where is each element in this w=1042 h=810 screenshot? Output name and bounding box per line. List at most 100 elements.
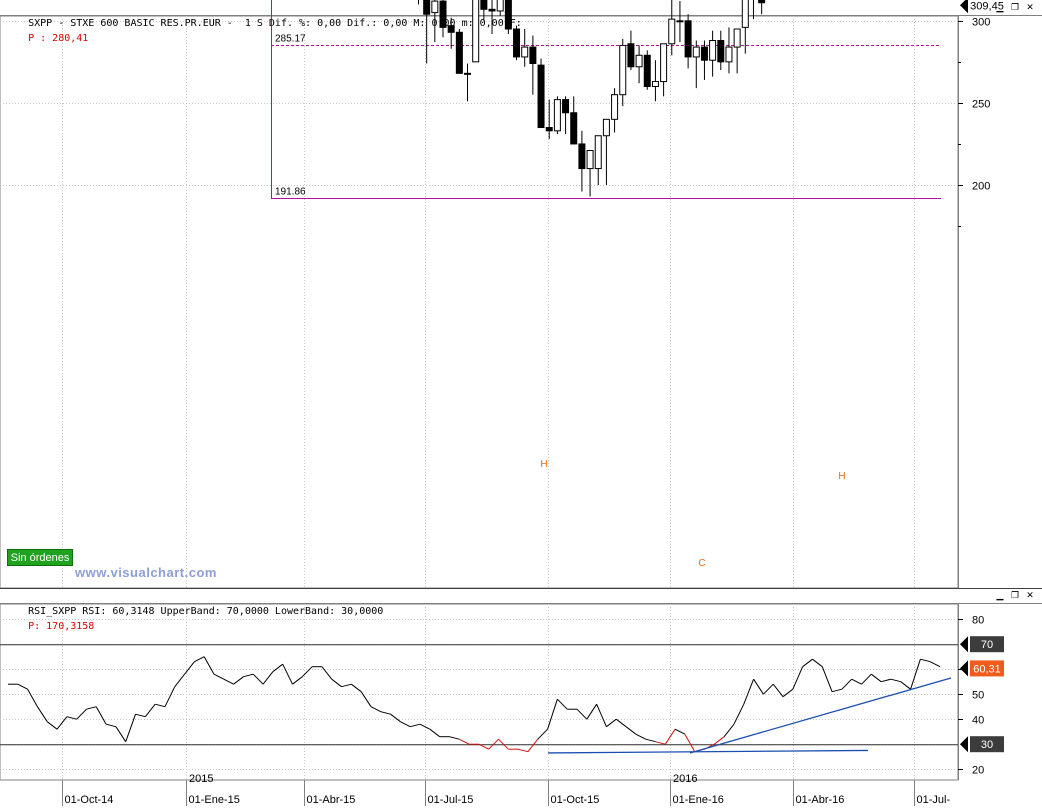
rsi-header-text: RSI_SXPP RSI: 60,3148 UpperBand: 70,0000… [28,606,384,617]
candle-body [553,99,561,132]
fib-level-label: 191.86 [275,187,306,198]
candle-body [684,20,692,58]
y-tick-label: 300 [972,17,990,29]
rsi-trend-line-rising [689,677,952,754]
pattern-label: H [540,459,547,470]
y-tick-label: 200 [972,181,990,193]
rsi-segment [910,659,921,690]
price-header: SXPP - STXE 600 BASIC RES.PR.EUR - 1 S D… [4,1,522,44]
candle-body [578,143,586,170]
rsi-segment [174,673,185,688]
rsi-segment [341,683,352,688]
rsi-segment [223,678,234,685]
rsi-current-tag-box [970,660,1004,677]
rsi-segment [282,663,293,685]
rsi-segment [772,683,784,698]
rsi-segment [841,678,853,690]
header-price-label: P : 280,41 [28,33,89,44]
rsi-segment [37,706,48,722]
candle-body [423,0,431,15]
rsi-segment [105,723,117,728]
candle-body [758,0,766,4]
rsi-segment [76,708,87,720]
candle-body [668,18,676,45]
rsi-segment [321,666,333,680]
rsi-segment [723,723,735,738]
restore-icon[interactable]: ❐ [1010,3,1020,13]
candle-body [627,43,635,68]
rsi-current-tag-text: 60,31 [973,663,1001,675]
candle-body [439,0,447,28]
x-tick-label: 01-Abr-15 [307,794,356,806]
rsi-segment [272,663,283,673]
candle-body [643,54,651,87]
rsi-segment [498,738,509,750]
rsi-segment [488,738,499,750]
rsi-segment [645,738,656,743]
candle-body [472,0,480,63]
rsi-segment [606,718,617,728]
rsi-upper-tag-box [970,636,1004,653]
rsi-segment [419,723,431,730]
candle-body [447,25,455,33]
candle-body [545,127,553,132]
rsi-segment [871,673,882,683]
rsi-segment [518,748,529,753]
rsi-segment [380,711,391,715]
rsi-segment [459,738,470,745]
fib-level-label: 285.17 [275,34,306,45]
candle-body [537,64,545,129]
candle-body [635,54,643,68]
rsi-y-tick-label: 80 [972,615,984,627]
rsi-segment [684,733,696,752]
rsi-segment [429,728,440,738]
y-tick-label: 250 [972,99,990,111]
rsi-segment [881,678,892,683]
rsi-segment [370,706,382,713]
candle-body [660,43,668,83]
rsi-segment [17,683,28,690]
rsi-segment [557,698,568,710]
rsi-minimize-icon[interactable]: ▁ [996,591,1004,601]
watermark: www.visualchart.com [75,565,217,580]
candle-body [496,0,504,12]
rsi-segment [890,678,901,683]
rsi-segment [615,718,627,728]
last-price-tag-box [970,0,1004,14]
rsi-segment [900,681,911,690]
candle-body [529,46,537,64]
rsi-segment [135,713,146,718]
rsi-segment [390,713,401,723]
rsi-segment [802,658,813,668]
rsi-segment [27,688,38,707]
rsi-segment [664,728,676,745]
candle-body [521,46,529,58]
close-icon[interactable]: ✕ [1026,3,1034,13]
minimize-icon[interactable]: ▁ [996,3,1004,13]
candle-body [504,0,512,30]
rsi-segment [400,721,411,728]
rsi-segment [86,706,97,710]
rsi-segment [655,741,666,745]
candle-body [570,112,578,145]
rsi-header: RSI_SXPP RSI: 60,3148 UpperBand: 70,0000… [4,589,383,632]
rsi-segment [331,678,342,688]
rsi-y-tick-label: 50 [972,690,984,702]
rsi-segment [66,716,77,720]
rsi-segment [95,706,107,725]
candle-body [733,28,741,48]
rsi-segment [301,666,313,678]
rsi-restore-icon[interactable]: ❐ [1010,591,1020,601]
candle-body [431,0,439,14]
rsi-segment [252,673,264,685]
rsi-segment [243,673,254,678]
rsi-segment [861,673,872,685]
rsi-segment [233,676,244,685]
x-tick-label: 01-Ene-15 [189,794,240,806]
candle-body [709,40,717,61]
candle-body [602,118,610,137]
orders-status-badge[interactable]: Sin órdenes [7,549,73,566]
candle-body [562,99,570,114]
rsi-close-icon[interactable]: ✕ [1026,591,1034,601]
